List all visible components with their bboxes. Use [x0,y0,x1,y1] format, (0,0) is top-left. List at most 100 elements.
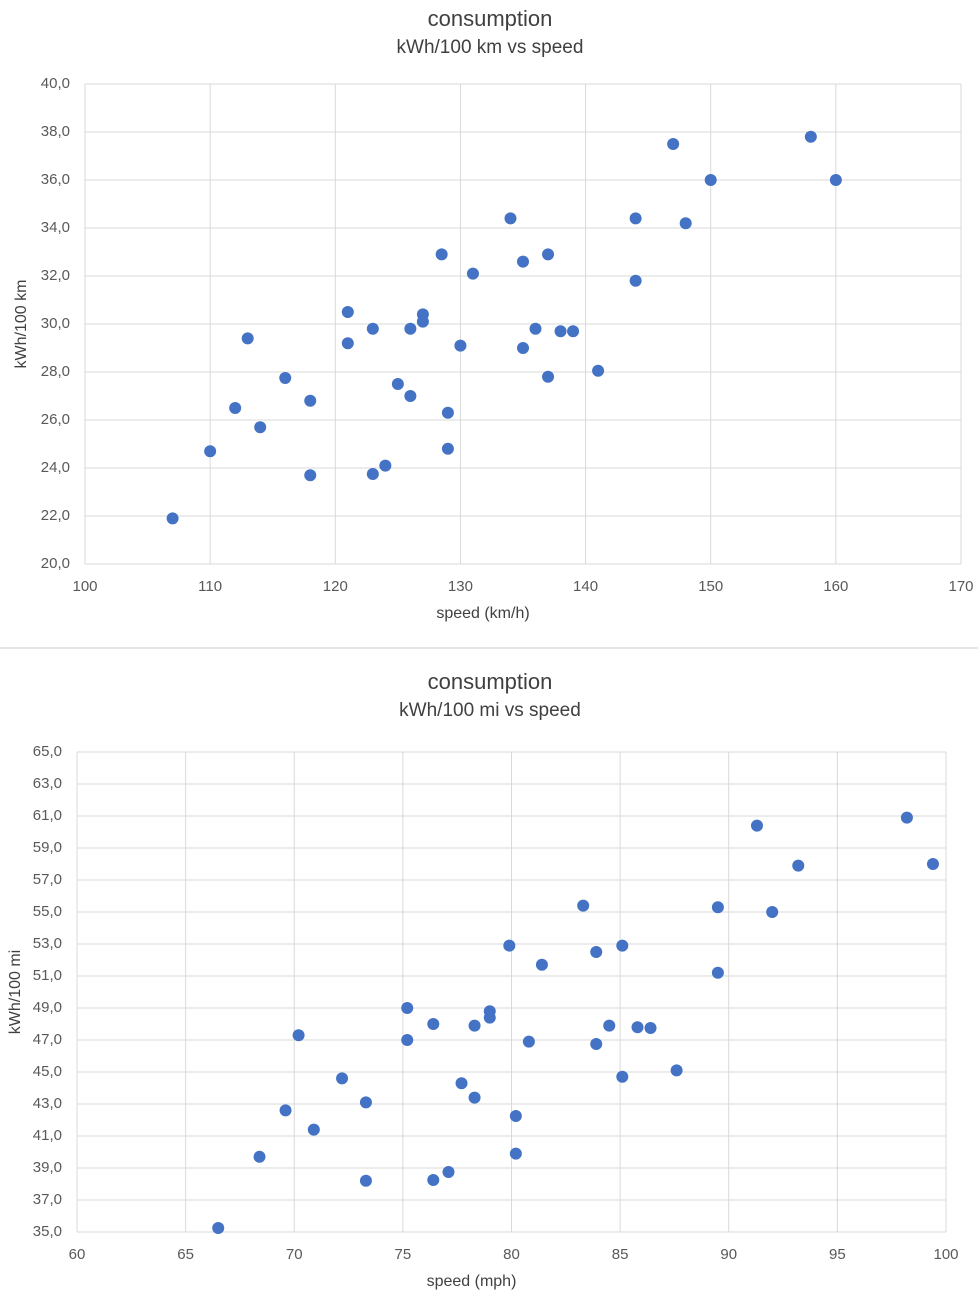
y-tick-label: 63,0 [33,775,62,792]
point [679,217,692,230]
y-tick-label: 59,0 [33,839,62,856]
x-tick-label: 100 [933,1246,958,1263]
point [427,1018,440,1030]
point [804,130,817,143]
x-tick-label: 150 [698,578,723,595]
point [435,248,448,261]
point [341,306,354,318]
y-tick-label: 34,0 [41,219,70,236]
point [926,858,939,870]
point [404,322,417,335]
y-tick-label: 32,0 [41,267,70,284]
point [204,445,217,458]
point [704,174,717,186]
point [567,325,580,338]
y-tick-label: 61,0 [33,807,62,824]
point [577,899,590,912]
point [750,819,763,832]
point [554,325,567,338]
y-tick-label: 55,0 [33,903,62,920]
point [517,255,529,268]
y-axis-title: kWh/100 km [13,280,30,369]
point [592,364,605,377]
x-tick-label: 65 [177,1246,194,1263]
point [522,1035,535,1048]
point [711,901,724,914]
point [509,1147,522,1160]
point [427,1174,440,1186]
y-tick-label: 51,0 [33,967,62,984]
y-tick-label: 47,0 [33,1031,62,1048]
point [359,1174,372,1187]
point [166,512,179,525]
point [629,274,642,287]
y-tick-label: 45,0 [33,1063,62,1080]
y-tick-label: 39,0 [33,1159,62,1176]
x-tick-label: 130 [448,578,473,595]
point [307,1123,320,1136]
point [359,1096,372,1109]
point [616,1070,629,1083]
y-tick-label: 28,0 [41,363,70,380]
y-tick-label: 57,0 [33,871,62,888]
point [629,212,642,225]
x-tick-label: 90 [720,1246,737,1263]
point [667,138,680,150]
point [341,337,354,350]
x-tick-label: 85 [612,1246,629,1263]
y-tick-label: 26,0 [41,411,70,428]
point [483,1011,496,1024]
point [254,421,267,434]
y-tick-label: 36,0 [41,171,70,188]
point [442,1166,455,1178]
point [292,1029,305,1042]
chart-subtitle: kWh/100 mi vs speed [399,700,581,721]
y-tick-label: 41,0 [33,1127,62,1144]
y-axis-title: kWh/100 mi [7,950,24,1034]
point [468,1019,481,1032]
x-tick-label: 120 [323,578,348,595]
x-tick-label: 95 [829,1246,846,1263]
y-tick-label: 35,0 [33,1223,62,1240]
point [509,1110,522,1122]
point [766,906,779,918]
x-tick-label: 60 [69,1246,86,1263]
point [336,1072,349,1085]
point [670,1064,683,1077]
x-tick-label: 80 [503,1246,520,1263]
point [466,267,479,280]
point [542,248,555,261]
point [212,1222,225,1234]
point [504,212,517,225]
x-tick-label: 75 [395,1246,412,1263]
y-tick-label: 40,0 [41,75,70,92]
point [503,939,516,952]
x-tick-label: 100 [72,578,97,595]
y-tick-label: 53,0 [33,935,62,952]
y-tick-label: 43,0 [33,1095,62,1112]
point [517,342,529,354]
point [829,174,842,186]
point [253,1150,266,1163]
x-tick-label: 70 [286,1246,303,1263]
point [366,468,379,480]
point [631,1021,644,1034]
point [644,1022,657,1034]
point [616,939,629,952]
point [711,966,724,979]
point [603,1019,616,1032]
y-tick-label: 65,0 [33,743,62,760]
point [542,370,555,383]
y-tick-label: 24,0 [41,459,70,476]
x-axis-title: speed (mph) [427,1273,517,1290]
chart-subtitle: kWh/100 km vs speed [397,37,584,58]
point [535,958,548,971]
point [366,322,379,335]
point [304,394,317,407]
point [379,459,392,472]
point [792,859,805,872]
chart-title: consumption [428,6,553,31]
point [391,378,404,390]
x-tick-label: 170 [948,578,973,595]
